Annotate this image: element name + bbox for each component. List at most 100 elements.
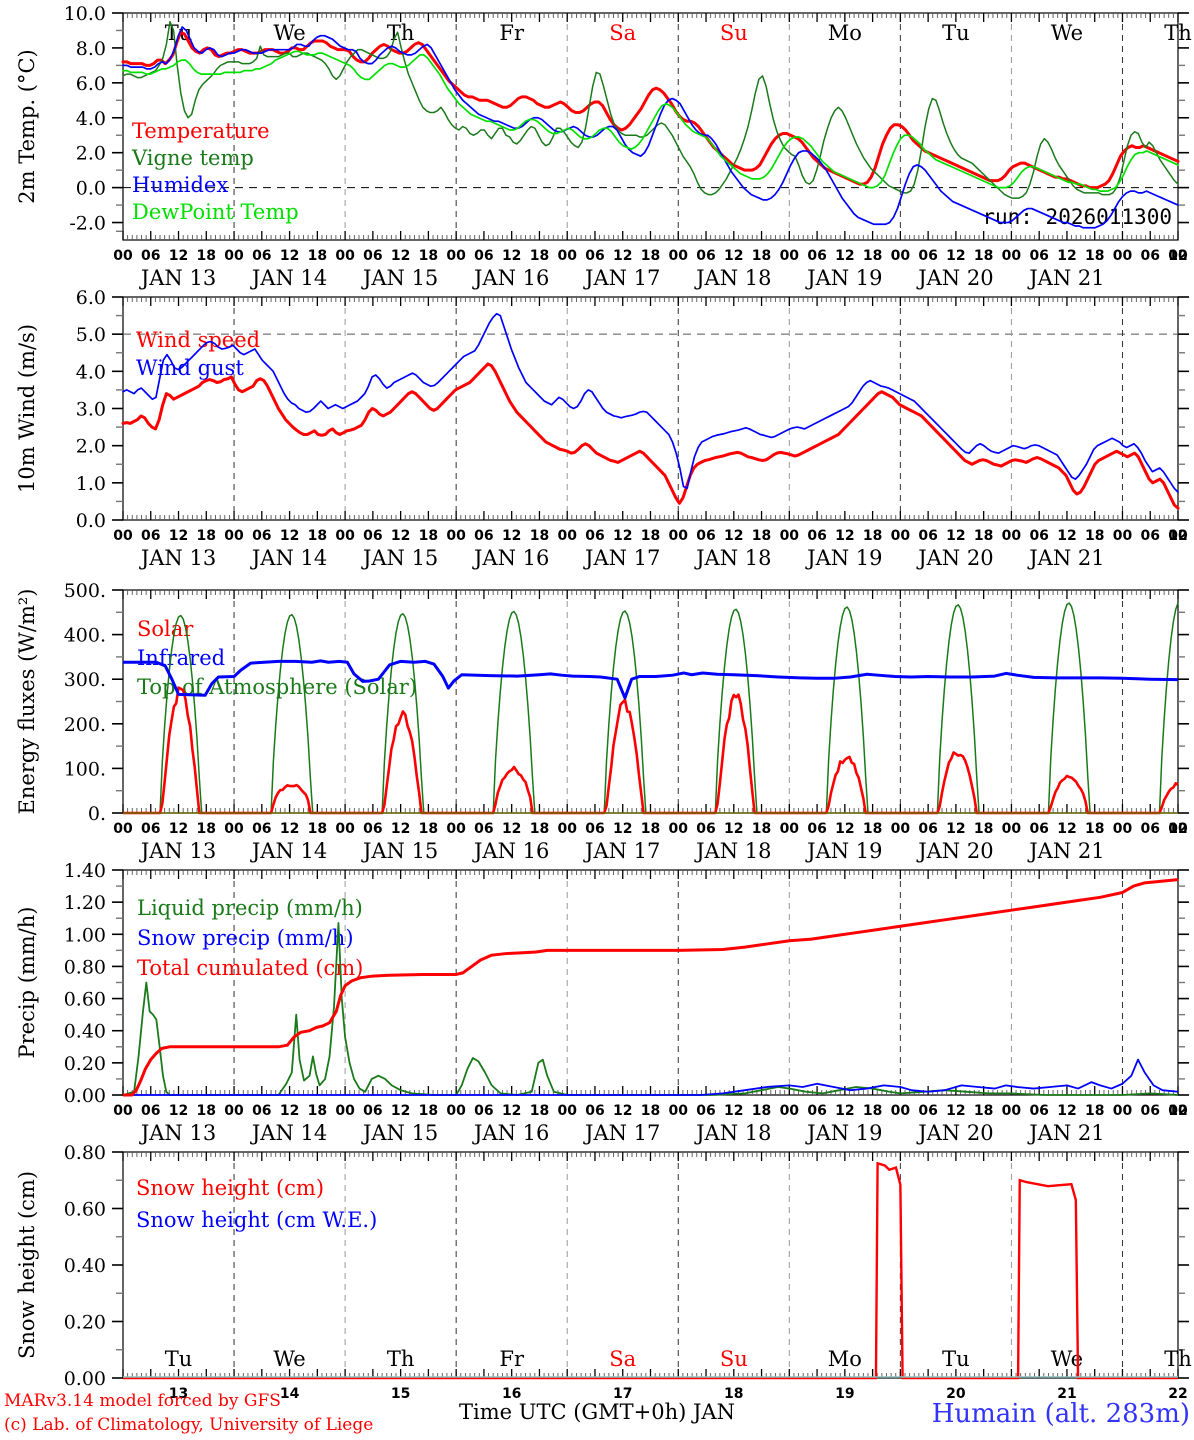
x-hour-label: 18 [974, 528, 993, 544]
y-tick-label: -2.0 [69, 213, 106, 235]
x-hour-label: 06 [1029, 528, 1048, 544]
x-hour-label: 06 [585, 248, 604, 264]
y-tick-label: 0.40 [64, 1255, 106, 1277]
x-hour-label: 12 [946, 821, 965, 837]
x-hour-label: 18 [863, 248, 882, 264]
x-hour-label: 00 [224, 248, 244, 264]
x-hour-label: 12 [946, 248, 965, 264]
x-date-label: JAN 20 [916, 266, 993, 290]
x-hour-label: 18 [419, 1103, 438, 1119]
x-hour-label: 12 [613, 821, 632, 837]
x-hour-label: 12 [502, 528, 521, 544]
x-date-label: JAN 18 [694, 1121, 771, 1145]
x-day-number: 18 [724, 1386, 743, 1402]
x-hour-label: 00 [224, 528, 244, 544]
x-date-label: JAN 15 [361, 546, 438, 570]
legend-item-humidex: Humidex [132, 173, 228, 197]
y-tick-label: 200. [64, 714, 106, 736]
x-date-label: JAN 15 [361, 1121, 438, 1145]
x-hour-label: 00 [780, 1103, 800, 1119]
x-hour-label: 06 [252, 1103, 271, 1119]
x-date-label: JAN 14 [250, 839, 327, 863]
dow-label-top: Fr [499, 21, 525, 45]
x-hour-label: 00 [1002, 821, 1022, 837]
dow-label-bottom: Th [1164, 1347, 1192, 1371]
y-tick-label: 1.0 [76, 473, 106, 495]
y-tick-label: 4.0 [76, 361, 106, 383]
x-date-label: JAN 15 [361, 266, 438, 290]
x-hour-label: 18 [530, 1103, 549, 1119]
x-hour-label: 00 [335, 821, 355, 837]
x-hour-label: 12 [724, 528, 743, 544]
x-hour-label: 12 [391, 821, 410, 837]
dow-label-top: Th [387, 21, 415, 45]
dow-label-bottom: Sa [609, 1347, 636, 1371]
x-hour-label: 12 [280, 248, 299, 264]
footer-copyright: (c) Lab. of Climatology, University of L… [4, 1415, 373, 1435]
y-tick-label: 0.40 [64, 1021, 106, 1043]
panel-wind: 0.0 1.0 2.0 3.0 4.0 5.0 6.0 [76, 287, 1189, 532]
x-hour-label: 06 [363, 821, 382, 837]
x-day-number: 13 [169, 1386, 188, 1402]
x-hour-label: 18 [974, 821, 993, 837]
x-hour-label: 00 [891, 248, 911, 264]
y-tick-label: 1.20 [64, 892, 106, 914]
x-hour-label: 06 [696, 528, 715, 544]
x-hour-label: 18 [863, 1103, 882, 1119]
x-hour-label: 06 [252, 821, 271, 837]
dow-label-top: Sa [609, 21, 636, 45]
x-hour-label: 00 [669, 1103, 689, 1119]
x-day-number: 21 [1057, 1386, 1076, 1402]
y-tick-label: 10.0 [64, 3, 106, 25]
x-day-number: 14 [280, 1386, 300, 1402]
x-date-label: JAN 16 [472, 546, 549, 570]
y-tick-label: 8.0 [76, 38, 106, 60]
y-tick-label: 0.60 [64, 1199, 106, 1221]
x-hour-label: 12 [502, 1103, 521, 1119]
x-hour-label: 06 [363, 528, 382, 544]
dow-label-bottom: Su [720, 1347, 748, 1371]
y-tick-label: 6.0 [76, 287, 106, 309]
x-hour-label: 06 [363, 248, 382, 264]
run-label: run: 2026011300 [982, 205, 1172, 229]
x-hour-label: 12 [613, 248, 632, 264]
x-hour-label: 12 [169, 248, 188, 264]
x-date-label: JAN 19 [805, 839, 882, 863]
x-date-label: JAN 15 [361, 839, 438, 863]
x-hour-label: 06 [807, 248, 826, 264]
legend-item-temperature: Temperature [132, 119, 270, 143]
y-axis-title: Precip (mm/h) [15, 906, 39, 1058]
y-tick-label: 1.40 [64, 860, 106, 882]
x-hour-label: 12 [1057, 248, 1076, 264]
legend-item-wind-speed: Wind speed [136, 328, 260, 352]
y-axis-title: 10m Wind (m/s) [15, 324, 39, 493]
x-hour-label: 12 [169, 1103, 188, 1119]
x-hour-label: 06 [918, 248, 937, 264]
y-tick-label: 3.0 [76, 399, 106, 421]
x-hour-label: 18 [641, 528, 660, 544]
x-hour-label: 18 [1085, 528, 1104, 544]
x-hour-label: 00 [780, 248, 800, 264]
dow-label-bottom: Tu [942, 1347, 970, 1371]
y-tick-label: 0.20 [64, 1053, 106, 1075]
x-hour-label: 06 [585, 821, 604, 837]
x-hour-label: 06 [474, 1103, 493, 1119]
plot-frame [122, 589, 1179, 814]
x-hour-label: 00 [335, 248, 355, 264]
x-hour-label: 12 [835, 528, 854, 544]
x-date-label: JAN 17 [583, 546, 660, 570]
x-hour-label: 12 [1168, 528, 1187, 544]
x-date-label: JAN 20 [916, 1121, 993, 1145]
series-vigne-temp [122, 20, 1179, 199]
x-date-label: JAN 16 [472, 839, 549, 863]
y-tick-label: 6.0 [76, 73, 106, 95]
x-hour-label: 06 [807, 1103, 826, 1119]
series-wind-speed [121, 362, 1180, 510]
y-tick-label: 0.20 [64, 1312, 106, 1334]
y-tick-label: 4.0 [76, 108, 106, 130]
footer-model: MARv3.14 model forced by GFS [4, 1391, 281, 1411]
x-date-label: JAN 14 [250, 1121, 327, 1145]
x-hour-label: 00 [335, 528, 355, 544]
series-humidex [122, 26, 1179, 229]
x-hour-label: 00 [669, 248, 689, 264]
